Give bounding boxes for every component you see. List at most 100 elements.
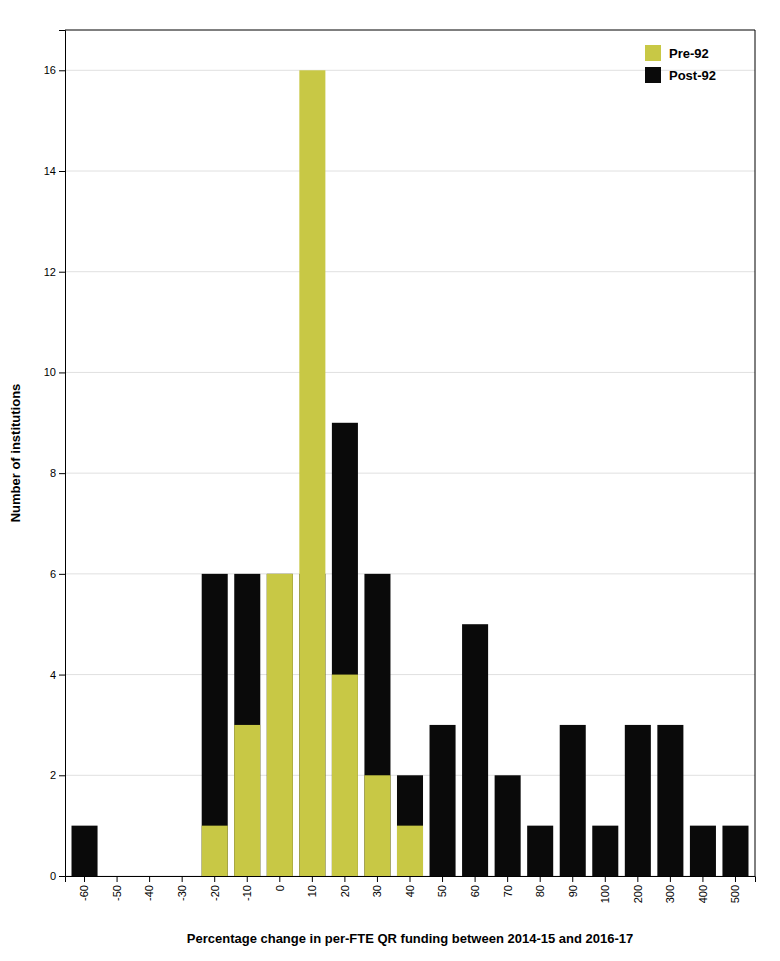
tick: 6 (50, 568, 65, 580)
tick: 60 (469, 876, 481, 897)
legend-label: Post-92 (669, 68, 716, 83)
plot: 0246810121416-60-50-40-30-20-10010203040… (44, 30, 756, 903)
tick: 0 (50, 870, 65, 882)
tick-label: 60 (469, 885, 481, 897)
bar (722, 876, 748, 877)
series (202, 70, 423, 876)
series (72, 423, 749, 876)
tick-mark (149, 876, 150, 882)
legend-swatch (645, 45, 661, 61)
bar (560, 876, 586, 877)
x-axis: -60-50-40-30-20-100102030405060708090100… (66, 876, 756, 903)
bar (495, 775, 521, 876)
tick: 50 (436, 876, 448, 897)
y-axis-title: Number of institutions (8, 384, 23, 523)
legend-item: Pre-92 (645, 45, 709, 61)
tick-mark (344, 876, 345, 882)
bar (169, 876, 195, 877)
tick-label: 10 (306, 885, 318, 897)
tick: 300 (664, 876, 676, 903)
tick-label: 8 (50, 467, 56, 479)
bar (299, 70, 325, 876)
grid-line (65, 674, 755, 675)
tick-label: -10 (241, 885, 253, 901)
bar (625, 876, 651, 877)
tick-label: 500 (729, 885, 741, 903)
tick-label: -40 (143, 885, 155, 901)
bar (72, 876, 98, 877)
bar (722, 826, 748, 876)
bar (364, 574, 390, 876)
grid (65, 70, 755, 876)
tick-mark (59, 171, 65, 172)
tick-mark (572, 876, 573, 882)
plot-frame (65, 30, 755, 31)
tick-label: 80 (534, 885, 546, 897)
tick: -10 (241, 876, 253, 901)
tick-mark (59, 70, 65, 71)
tick-mark (637, 876, 638, 882)
tick: 10 (44, 366, 65, 378)
tick: 12 (44, 266, 65, 278)
tick: 4 (50, 669, 65, 681)
bar (625, 725, 651, 876)
tick-label: 100 (599, 885, 611, 903)
bar (137, 876, 163, 877)
bar (234, 725, 260, 876)
tick-mark (410, 876, 411, 882)
grid-line (65, 573, 755, 574)
plot-frame (755, 30, 756, 876)
tick-label: 90 (567, 885, 579, 897)
bar (657, 876, 683, 877)
bar (592, 876, 618, 877)
tick-mark (507, 876, 508, 882)
tick: 0 (274, 876, 286, 891)
tick-label: 50 (436, 885, 448, 897)
bar (527, 876, 553, 877)
tick: 40 (404, 876, 416, 897)
bar (462, 876, 488, 877)
tick: 400 (697, 876, 709, 903)
legend: Pre-92 Post-92 (645, 45, 716, 83)
tick-label: 20 (339, 885, 351, 897)
tick-mark (59, 876, 65, 877)
tick: 80 (534, 876, 546, 897)
tick-label: 40 (404, 885, 416, 897)
tick: 20 (339, 876, 351, 897)
bar (169, 876, 195, 877)
tick: 500 (729, 876, 741, 903)
grid-line (65, 473, 755, 474)
tick: 100 (599, 876, 611, 903)
tick-mark (59, 473, 65, 474)
bar (72, 826, 98, 876)
tick-mark (59, 574, 65, 575)
tick-mark (702, 876, 703, 882)
tick-label: 200 (632, 885, 644, 903)
tick-label: -50 (111, 885, 123, 901)
tick: 16 (44, 64, 65, 76)
tick-label: 10 (44, 366, 56, 378)
bar (430, 725, 456, 876)
chart: 0246810121416-60-50-40-30-20-10010203040… (0, 0, 780, 961)
bar (397, 775, 423, 876)
tick-label: 300 (664, 885, 676, 903)
tick: -60 (78, 876, 90, 901)
bar (592, 826, 618, 876)
bar (462, 624, 488, 876)
tick: 90 (567, 876, 579, 897)
tick-label: -60 (78, 885, 90, 901)
tick-mark (442, 876, 443, 882)
tick: -30 (176, 876, 188, 901)
bar (527, 826, 553, 876)
tick-mark (279, 876, 280, 882)
tick-mark (670, 876, 671, 882)
tick: -40 (143, 876, 155, 901)
tick-label: -20 (209, 885, 221, 901)
legend-swatch (645, 67, 661, 83)
tick-label: 2 (50, 769, 56, 781)
tick-label: 6 (50, 568, 56, 580)
grid-line (65, 372, 755, 373)
bar (560, 725, 586, 876)
tick-label: 16 (44, 64, 56, 76)
tick-mark (59, 272, 65, 273)
